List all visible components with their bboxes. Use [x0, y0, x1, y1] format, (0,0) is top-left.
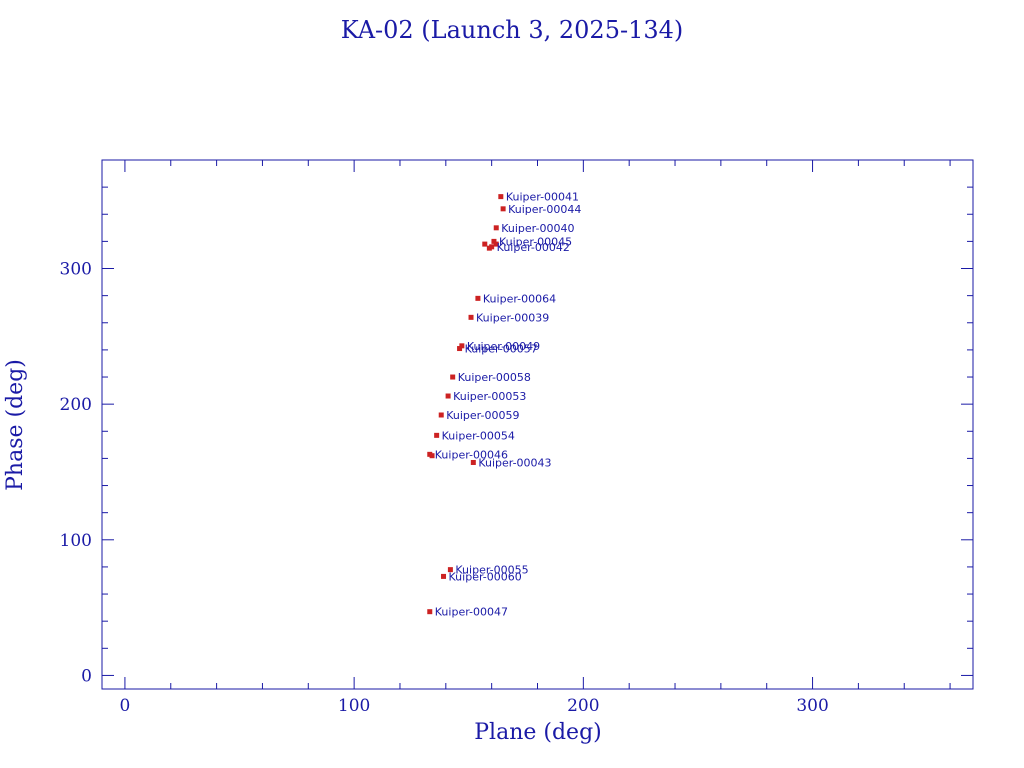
- data-point-label: Kuiper-00060: [449, 570, 522, 583]
- chart-title: KA-02 (Launch 3, 2025-134): [341, 16, 684, 44]
- data-point-marker: [427, 609, 433, 615]
- data-point-marker: [438, 412, 444, 418]
- x-tick-label: 0: [120, 696, 131, 716]
- axis-ticks: [102, 159, 973, 689]
- data-point-label: Kuiper-00044: [508, 203, 581, 216]
- y-axis-label: Phase (deg): [3, 359, 28, 491]
- data-point-marker: [441, 573, 447, 579]
- data-point-marker: [498, 194, 504, 200]
- data-point-label: Kuiper-00057: [465, 343, 538, 356]
- data-point-label: Kuiper-00055: [455, 564, 528, 577]
- x-tick-label: 200: [567, 696, 599, 716]
- tick-labels: 0 100 200 300 0 100 200 300: [60, 260, 829, 716]
- x-tick-label: 300: [796, 696, 828, 716]
- data-point-label: Kuiper-00064: [483, 292, 556, 305]
- data-point-label: Kuiper-00045: [499, 235, 572, 248]
- data-point-label: Kuiper-00046: [435, 448, 508, 461]
- y-tick-label: 100: [60, 531, 92, 551]
- data-point-marker: [445, 393, 451, 399]
- data-point-label: Kuiper-00049: [467, 340, 540, 353]
- y-tick-label: 300: [60, 260, 92, 280]
- x-axis-label: Plane (deg): [474, 720, 602, 745]
- data-point-label: Kuiper-00059: [446, 409, 519, 422]
- data-point-label: Kuiper-00041: [506, 191, 579, 204]
- data-point-marker: [482, 241, 488, 247]
- data-point-label: Kuiper-00054: [442, 429, 515, 442]
- data-point-marker: [491, 238, 497, 244]
- data-point-marker: [470, 459, 476, 465]
- data-point-marker: [489, 244, 495, 250]
- data-point-marker: [450, 374, 456, 380]
- data-point-label: Kuiper-00042: [497, 241, 570, 254]
- data-point-marker: [457, 346, 463, 352]
- y-tick-label: 200: [60, 395, 92, 415]
- data-point-marker: [447, 567, 453, 573]
- data-point-marker: [434, 432, 440, 438]
- data-point-marker: [475, 295, 481, 301]
- data-point-marker: [468, 314, 474, 320]
- data-point-label: Kuiper-00043: [478, 456, 551, 469]
- data-point-label: Kuiper-00053: [453, 390, 526, 403]
- data-point-label: Kuiper-00058: [458, 371, 531, 384]
- x-tick-label: 100: [338, 696, 370, 716]
- data-points: Kuiper-00041Kuiper-00044Kuiper-00040Kuip…: [427, 191, 581, 619]
- data-point-marker: [500, 206, 506, 212]
- data-point-marker: [427, 451, 433, 457]
- data-point-label: Kuiper-00040: [501, 222, 574, 235]
- data-point-marker: [493, 225, 499, 231]
- y-tick-label: 0: [81, 666, 92, 686]
- data-point-marker: [493, 241, 499, 247]
- data-point-marker: [459, 343, 465, 349]
- data-point-label: Kuiper-00047: [435, 606, 508, 619]
- data-point-label: Kuiper-00039: [476, 311, 549, 324]
